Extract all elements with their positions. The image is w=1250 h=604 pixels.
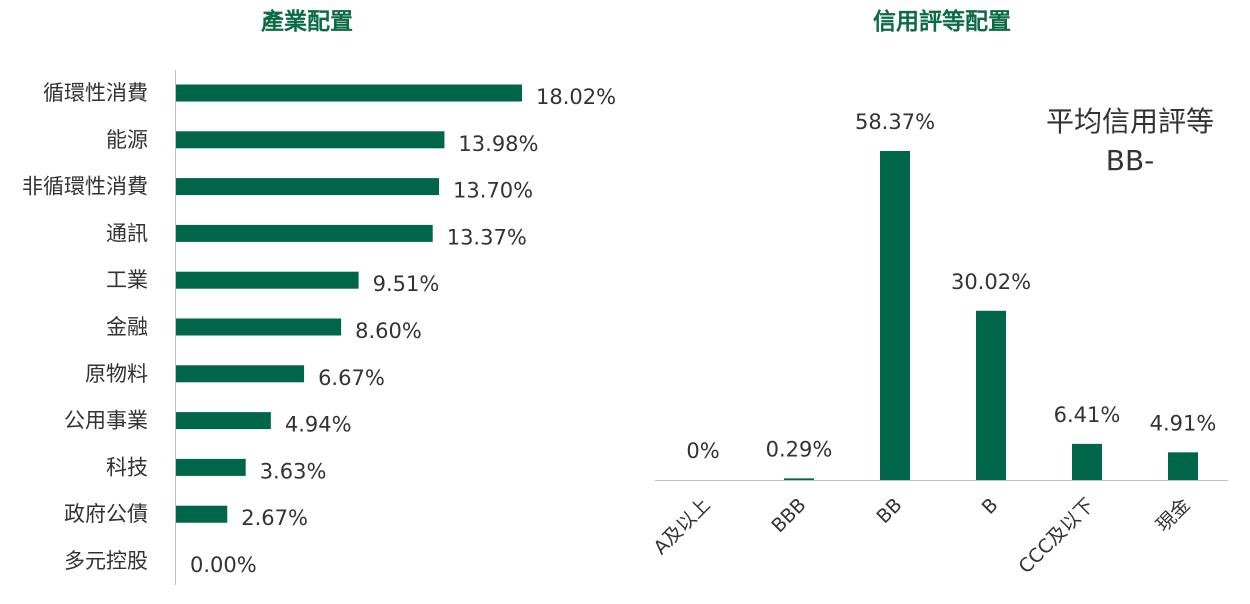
industry-bars: 循環性消費 18.02% 能源 13.98% 非循環性消費 13.70% 通訊 13.37% 工…	[22, 81, 616, 577]
industry-bar	[176, 131, 445, 149]
industry-bar	[176, 178, 440, 196]
credit-value-label: 4.91%	[1150, 411, 1217, 435]
industry-value-label: 0.00%	[190, 553, 257, 577]
industry-bar	[176, 84, 522, 102]
credit-bar	[1072, 443, 1102, 480]
industry-value-label: 8.60%	[355, 319, 422, 343]
credit-chart-title: 信用評等配置	[873, 8, 1011, 35]
credit-category-label: CCC及以下	[1015, 494, 1099, 578]
credit-bar	[880, 151, 910, 480]
industry-bar	[176, 412, 271, 430]
industry-category-label: 原物料	[85, 362, 148, 386]
industry-value-label: 6.67%	[318, 366, 385, 390]
industry-bar	[176, 365, 305, 383]
industry-value-label: 18.02%	[536, 85, 616, 109]
credit-bar	[1168, 452, 1198, 480]
industry-chart-title: 產業配置	[261, 8, 353, 35]
industry-value-label: 2.67%	[241, 506, 308, 530]
credit-value-label: 0%	[686, 439, 719, 463]
industry-category-label: 政府公債	[64, 502, 148, 526]
industry-category-label: 科技	[106, 455, 148, 479]
industry-value-label: 13.98%	[458, 132, 538, 156]
industry-category-label: 能源	[106, 128, 148, 152]
industry-category-label: 循環性消費	[43, 81, 148, 105]
industry-category-label: 金融	[106, 315, 148, 339]
industry-bar	[176, 505, 228, 523]
credit-category-label: A及以上	[649, 494, 714, 559]
industry-value-label: 13.37%	[447, 225, 527, 249]
industry-bar	[176, 224, 433, 242]
average-rating-value: BB-	[1106, 144, 1155, 177]
average-rating-label: 平均信用評等	[1046, 105, 1214, 138]
credit-category-label: BBB	[767, 494, 810, 537]
industry-bar	[176, 318, 342, 336]
industry-category-label: 多元控股	[64, 549, 148, 573]
credit-bars: 0% A及以上 0.29% BBB 58.37% BB 30.02% B 6.41% CCC及以下…	[649, 110, 1216, 578]
credit-value-label: 30.02%	[951, 270, 1031, 294]
industry-value-label: 13.70%	[453, 179, 533, 203]
industry-category-label: 通訊	[106, 221, 148, 245]
industry-category-label: 公用事業	[64, 409, 148, 433]
credit-value-label: 58.37%	[855, 110, 935, 134]
industry-category-label: 工業	[106, 268, 148, 292]
industry-value-label: 4.94%	[285, 413, 352, 437]
industry-value-label: 3.63%	[260, 459, 327, 483]
industry-category-label: 非循環性消費	[22, 175, 148, 199]
credit-value-label: 6.41%	[1054, 403, 1121, 427]
credit-value-label: 0.29%	[766, 437, 833, 461]
industry-bar	[176, 271, 359, 289]
industry-value-label: 9.51%	[373, 272, 440, 296]
credit-bar	[976, 310, 1006, 480]
industry-bar	[176, 458, 246, 476]
credit-category-label: B	[978, 494, 1003, 519]
credit-bar	[784, 478, 814, 480]
credit-category-label: 現金	[1152, 494, 1194, 536]
credit-category-label: BB	[873, 494, 907, 528]
